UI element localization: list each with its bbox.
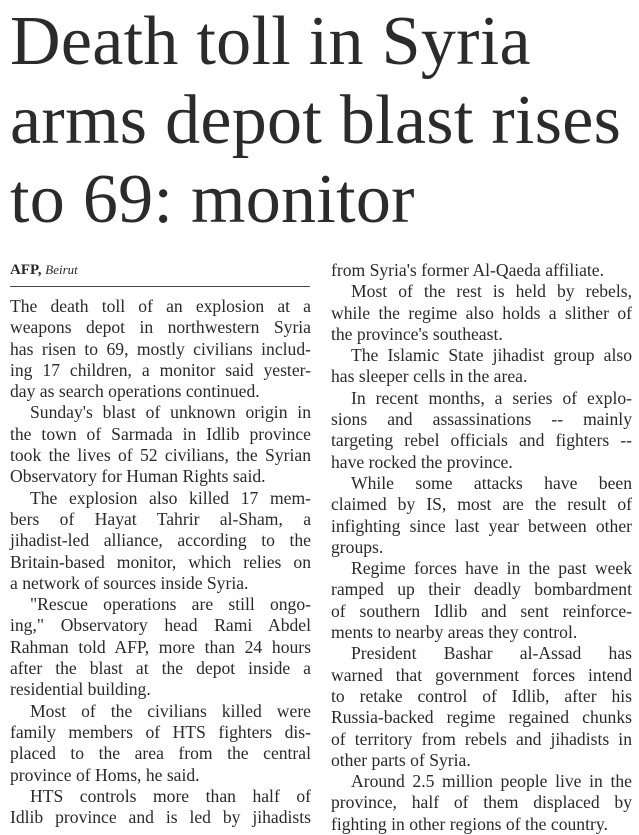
text-line: claimed by IS, most are the result of [331,494,632,515]
paragraph: HTS controls more than half of Idlib prov… [10,786,311,829]
paragraph: Most of the civilians killed were family … [10,701,311,786]
text-line: after the blast at the depot inside a [10,658,311,679]
text-line: the town of Sarmada in Idlib province [10,423,311,444]
byline: AFP, Beirut [10,262,310,287]
text-line: of southern Idlib and sent reinforce- [331,600,632,621]
text-line: province, half of them displaced by [331,792,632,813]
text-line: groups. [331,536,384,557]
text-line: a network of sources inside Syria. [10,572,249,593]
byline-agency: AFP, [10,262,42,278]
headline-line: to 69: monitor [10,161,415,238]
headline: Death toll in Syria arms depot blast ris… [10,2,635,239]
text-line: sions and assassinations -- mainly [331,409,632,430]
text-line: Observatory for Human Rights said. [10,466,266,487]
text-line: have rocked the province. [331,451,513,472]
article-column-left: The death toll of an explosion at a weapo… [10,296,311,828]
text-line: The death toll of an explosion at a [10,296,311,316]
text-line: of territory from rebels and jihadists i… [331,728,632,749]
text-line: jihadist-led alliance, according to the [10,530,311,551]
text-line: ing," Observatory head Rami Abdel [10,615,311,636]
paragraph: from Syria's former Al-Qaeda affiliate. [331,260,632,281]
paragraph: The death toll of an explosion at a weapo… [10,296,311,402]
text-line: from Syria's former Al-Qaeda affiliate. [331,260,605,280]
paragraph: While some attacks have been claimed by I… [331,473,632,558]
text-line: province of Homs, he said. [10,764,200,785]
text-line: family members of HTS fighters dis- [10,721,311,742]
text-line: Around 2.5 million people live in the [351,771,632,792]
text-line: has risen to 69, mostly civilians includ… [10,338,311,359]
text-line: has sleeper cells in the area. [331,366,528,387]
text-line: Russia-backed regime regained chunks [331,707,632,728]
text-line: took the lives of 52 civilians, the Syri… [10,445,311,466]
text-line: day as search operations continued. [10,381,260,402]
text-line: fighting in other regions of the country… [331,813,608,834]
text-line: warned that government forces intend [331,664,632,685]
paragraph: The explosion also killed 17 mem-bers of… [10,488,311,594]
paragraph: In recent months, a series of explo-sion… [331,388,632,473]
text-line: ing 17 children, a monitor said yester- [10,359,311,380]
text-line: Regime forces have in the past week [351,558,632,579]
text-line: ramped up their deadly bombardment [331,579,632,600]
text-line: other parts of Syria. [331,749,471,770]
paragraph: Regime forces have in the past week rampe… [331,558,632,643]
text-line: infighting since last year between other [331,515,632,536]
text-line: While some attacks have been [351,472,632,493]
paragraph: "Rescue operations are still ongo-ing," … [10,594,311,700]
text-line: Most of the rest is held by rebels, [351,281,632,302]
text-line: Sunday's blast of unknown origin in [30,402,311,423]
text-line: HTS controls more than half of [30,785,311,806]
paragraph: The Islamic State jihadist group also has… [331,345,632,388]
article-column-right: from Syria's former Al-Qaeda affiliate. M… [331,260,632,835]
text-line: residential building. [10,679,151,700]
text-line: President Bashar al-Assad has [351,643,632,664]
byline-place: Beirut [45,262,78,277]
text-line: bers of Hayat Tahrir al-Sham, a [10,508,311,529]
text-line: The Islamic State jihadist group also [351,345,632,366]
text-line: "Rescue operations are still ongo- [30,594,311,615]
text-line: targeting rebel officials and fighters -… [331,430,632,451]
text-line: In recent months, a series of explo- [351,387,632,408]
headline-line: Death toll in Syria [10,3,531,80]
text-line: to retake control of Idlib, after his [331,685,632,706]
paragraph: President Bashar al-Assad has warned that… [331,643,632,771]
text-line: Most of the civilians killed were [30,700,311,721]
text-line: ments to nearby areas they control. [331,622,578,643]
paragraph: Sunday's blast of unknown origin in the t… [10,402,311,487]
text-line: while the regime also holds a slither of [331,302,632,323]
paragraph: Most of the rest is held by rebels, while… [331,281,632,345]
text-line: The explosion also killed 17 mem- [30,487,311,508]
text-line: Rahman told AFP, more than 24 hours [10,636,311,657]
text-line: Idlib province and is led by jihadists [10,807,311,828]
paragraph: Around 2.5 million people live in the pro… [331,771,632,835]
text-line: placed to the area from the central [10,743,311,764]
headline-line: arms depot blast rises [10,82,622,159]
text-line: weapons depot in northwestern Syria [10,317,311,338]
text-line: Britain-based monitor, which relies on [10,551,311,572]
text-line: the province's southeast. [331,323,503,344]
